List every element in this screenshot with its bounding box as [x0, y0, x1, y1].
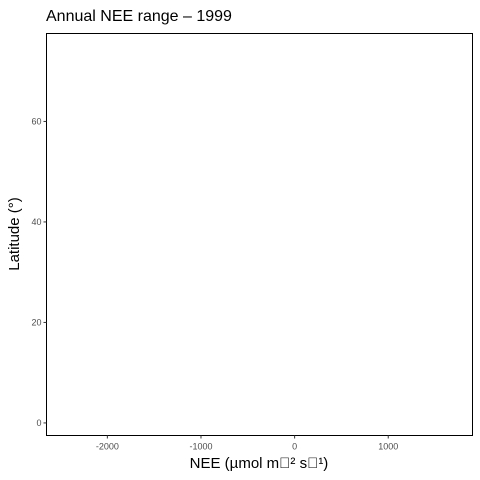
x-axis-title: NEE (µmol m ² s ¹) — [190, 455, 329, 472]
x-tick-label: -1000 — [189, 442, 212, 452]
y-tick-label: 0 — [36, 418, 41, 428]
y-tick-label: 20 — [31, 317, 41, 327]
x-tick-label: 0 — [292, 442, 297, 452]
y-tick-label: 40 — [31, 217, 41, 227]
x-tick-label: 1000 — [378, 442, 398, 452]
y-axis: 0 20 40 60 — [31, 116, 47, 428]
y-axis-title: Latitude (°) — [6, 197, 23, 271]
x-axis: -2000 -1000 0 1000 — [96, 435, 398, 452]
chart-title: Annual NEE range – 1999 — [46, 8, 232, 25]
plot-panel — [46, 33, 473, 436]
x-tick-label: -2000 — [96, 442, 119, 452]
y-tick-label: 60 — [31, 116, 41, 126]
